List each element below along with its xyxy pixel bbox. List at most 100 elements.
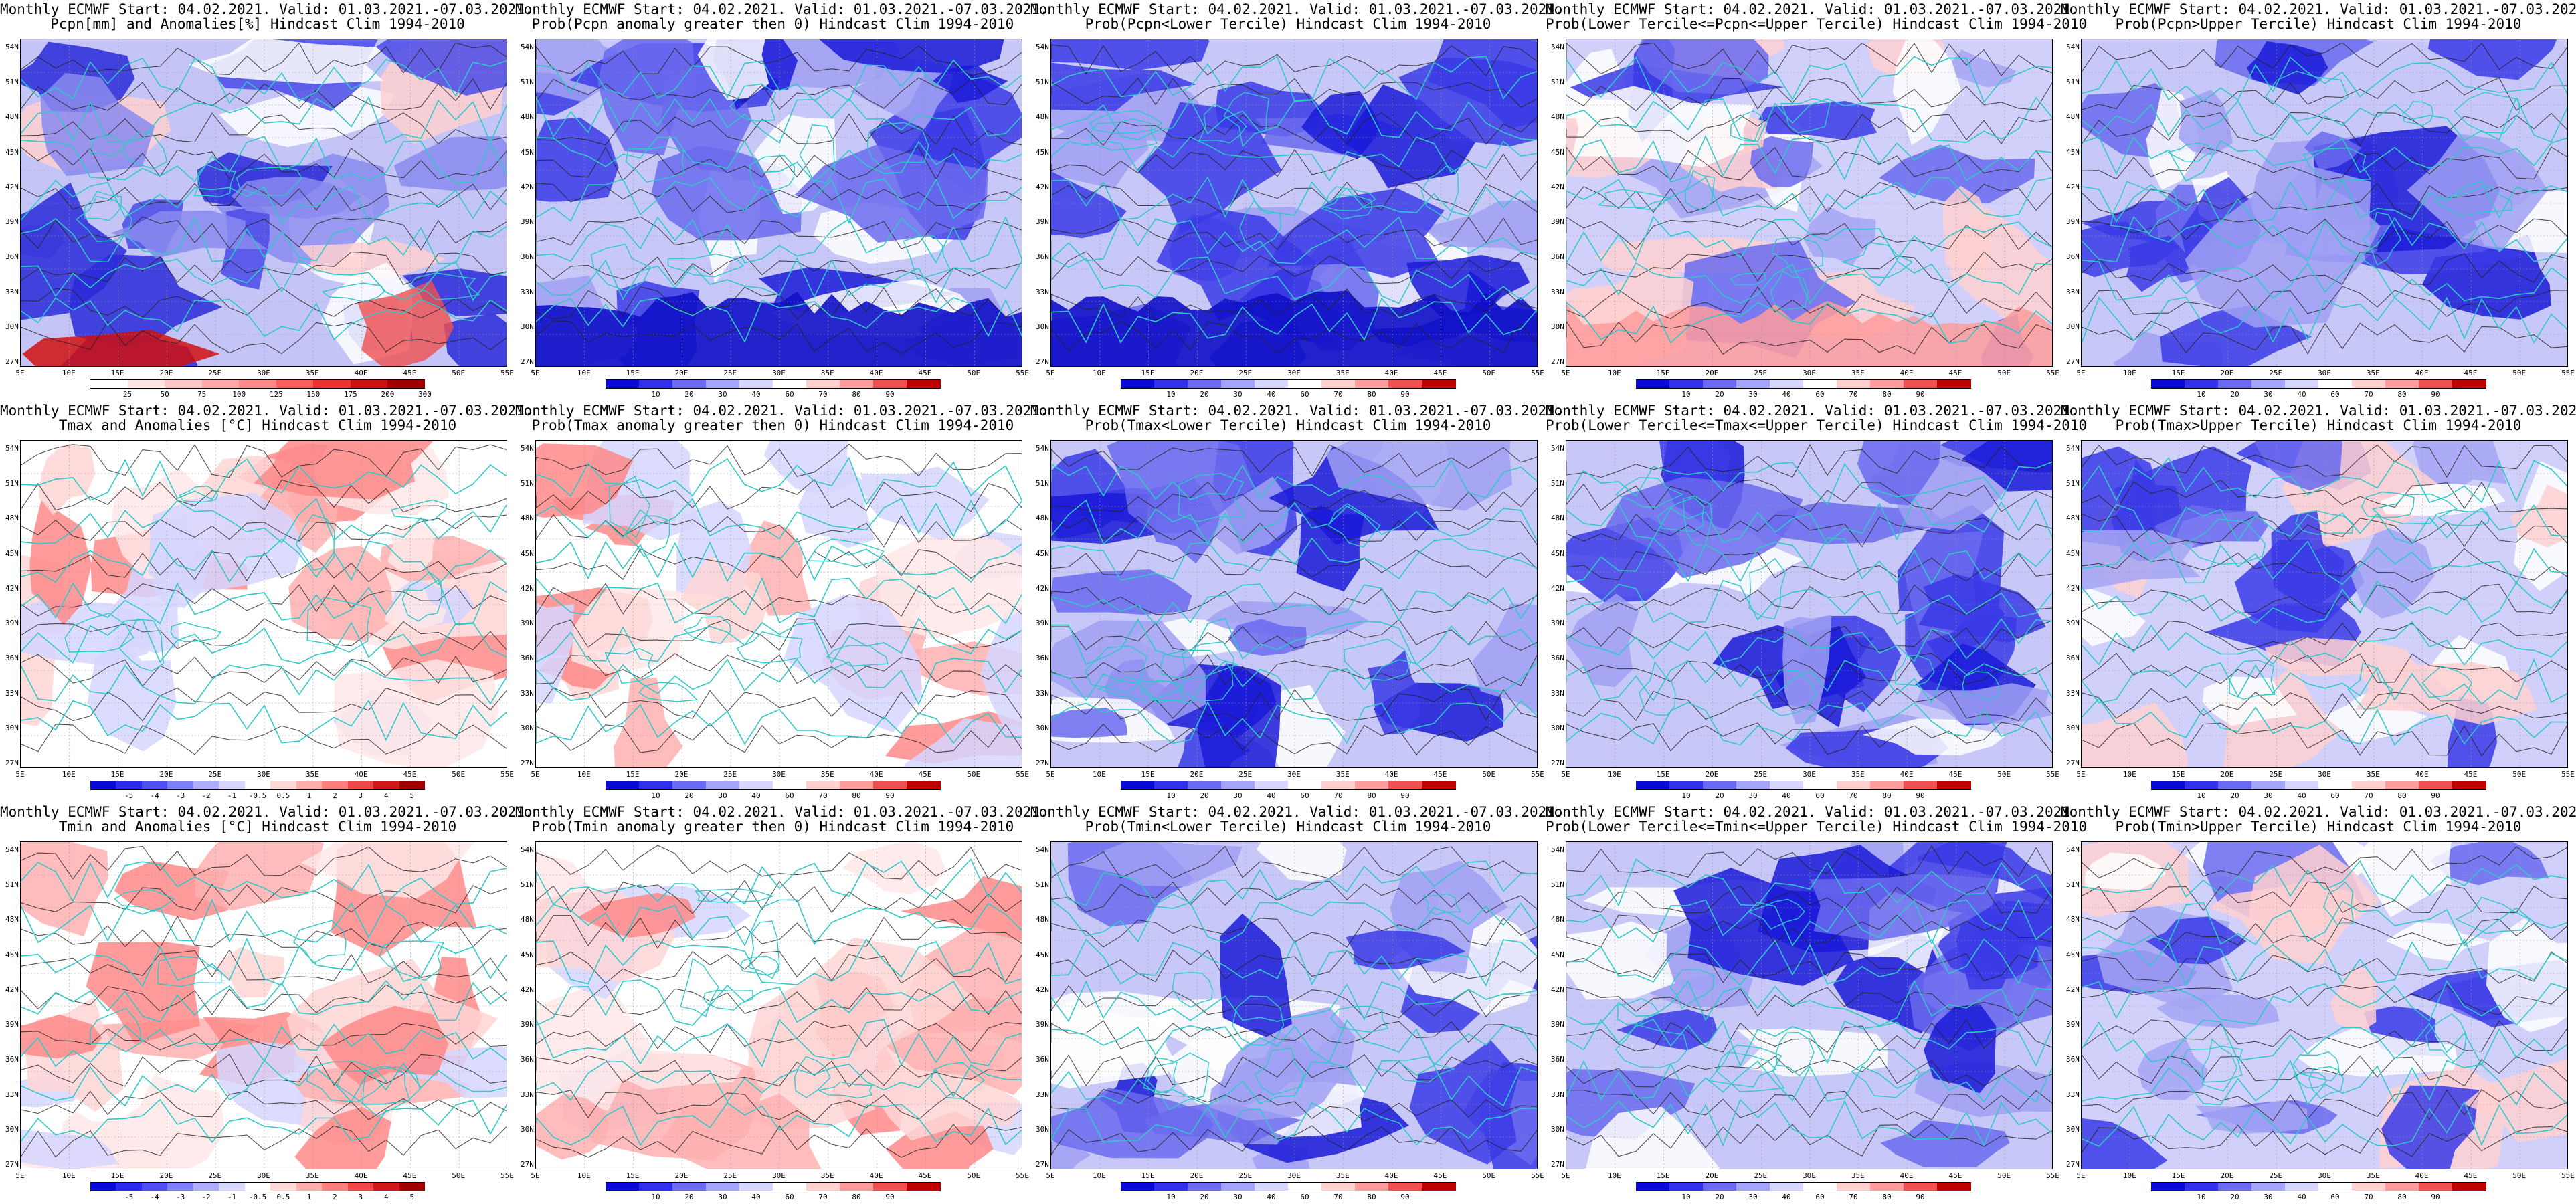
colorbar-label: 10 — [2197, 390, 2206, 399]
longitude-label: 15E — [1141, 770, 1155, 779]
longitude-label: 50E — [452, 1171, 466, 1180]
latitude-label: 48N — [2066, 514, 2080, 523]
colorbar — [1636, 379, 1971, 389]
colorbar-label: 20 — [1715, 791, 1724, 800]
colorbar-label: 5 — [409, 1193, 415, 1201]
longitude-label: 25E — [723, 1171, 737, 1180]
latitude-label: 30N — [521, 723, 534, 732]
panel-title-line2: Prob(Pcpn anomaly greater then 0) Hindca… — [531, 16, 1014, 32]
longitude-label: 40E — [1900, 770, 1914, 779]
panel-title-line1: Monthly ECMWF Start: 04.02.2021. Valid: … — [1546, 804, 2079, 820]
shaded-region — [2430, 842, 2549, 886]
shaded-region — [1782, 615, 1832, 725]
contour-line — [1566, 1090, 2052, 1120]
latitude-label: 48N — [5, 514, 19, 523]
panel-title-line1: Monthly ECMWF Start: 04.02.2021. Valid: … — [0, 1, 533, 17]
colorbar-segment — [773, 781, 807, 790]
contour-line — [1051, 444, 1537, 478]
longitude-label: 50E — [452, 770, 466, 779]
coastline — [1051, 459, 1537, 500]
latitude-label: 45N — [2066, 950, 2080, 959]
coastline — [638, 682, 699, 702]
shaded-region — [2463, 1058, 2567, 1142]
coastline — [2180, 1045, 2243, 1083]
colorbar-label: 60 — [2330, 1193, 2340, 1201]
shaded-region — [1267, 188, 1445, 278]
latitude-label: 51N — [5, 78, 19, 87]
contour-line — [1051, 654, 1537, 687]
latitude-label: 39N — [1551, 217, 1564, 227]
shaded-region — [904, 718, 1022, 767]
colorbar-segment — [296, 1182, 323, 1191]
colorbar-segment — [1770, 1182, 1804, 1191]
colorbar-label: 20 — [2230, 1193, 2239, 1201]
colorbar-label: 60 — [2330, 791, 2340, 800]
colorbar-segment — [1255, 1182, 1289, 1191]
colorbar-segment — [244, 781, 271, 790]
colorbar-segment — [2385, 781, 2419, 790]
longitude-label: 35E — [305, 1171, 319, 1180]
latitude-label: 39N — [1551, 1020, 1564, 1029]
colorbar-segment — [2419, 1182, 2453, 1191]
longitude-label: 35E — [1851, 1171, 1865, 1180]
contour-line — [21, 251, 507, 285]
longitude-label: 10E — [1092, 1171, 1106, 1180]
panel-title-line2: Tmax and Anomalies [°C] Hindcast Clim 19… — [58, 417, 457, 433]
colorbar-label: 90 — [1400, 390, 1410, 399]
contour-line — [536, 687, 1022, 720]
shaded-region — [2082, 1118, 2168, 1169]
colorbar-label: -2 — [201, 791, 211, 800]
longitude-label: 15E — [1656, 369, 1670, 377]
latitude-label: 30N — [5, 1124, 19, 1134]
contour-line — [1566, 181, 2052, 214]
longitude-label: 50E — [967, 770, 981, 779]
colorbar-segment — [773, 1182, 807, 1191]
colorbar-segment — [167, 781, 194, 790]
latitude-label: 51N — [1551, 479, 1564, 488]
coastline — [21, 498, 507, 544]
coastline — [590, 243, 651, 292]
shaded-region — [2264, 637, 2423, 676]
latitude-label: 51N — [2066, 479, 2080, 488]
contour-line — [1566, 217, 2052, 251]
colorbar-label: 10 — [651, 1193, 660, 1201]
coastline — [1776, 1031, 1815, 1076]
colorbar-segment — [1703, 781, 1737, 790]
colorbar-label: 30 — [1233, 791, 1243, 800]
contour-line — [1051, 217, 1537, 251]
coastline — [1051, 1102, 1537, 1146]
coastline — [2295, 510, 2354, 535]
latitude-label: 42N — [1551, 985, 1564, 994]
panel-title-line2: Prob(Tmax>Upper Tercile) Hindcast Clim 1… — [2115, 417, 2522, 433]
longitude-label: 45E — [1948, 770, 1962, 779]
contour-line — [1051, 148, 1537, 181]
shaded-region — [1136, 102, 1282, 233]
colorbar-segment — [1669, 781, 1704, 790]
latitude-label: 30N — [5, 322, 19, 331]
coastline — [2082, 457, 2567, 504]
latitude-label: 42N — [5, 985, 19, 994]
contour-line — [1051, 112, 1537, 146]
colorbar-label: 70 — [818, 791, 828, 800]
longitude-label: 45E — [918, 369, 932, 377]
coastline — [295, 514, 335, 571]
coastline — [2201, 1038, 2238, 1092]
longitude-label: 30E — [772, 1171, 786, 1180]
longitude-label: 55E — [1016, 1171, 1029, 1180]
shaded-region — [2385, 922, 2492, 961]
latitude-label: 48N — [1551, 514, 1564, 523]
contour-line — [2082, 845, 2567, 878]
contour-line — [1566, 722, 2052, 755]
colorbar-label: -3 — [175, 791, 185, 800]
colorbar-segment — [2452, 781, 2486, 790]
coastline — [21, 58, 507, 104]
colorbar-label: 90 — [885, 1193, 895, 1201]
contour-line — [1051, 917, 1537, 948]
latitude-label: 45N — [1551, 548, 1564, 558]
colorbar-label: -4 — [150, 1193, 159, 1201]
colorbar-label: 90 — [2431, 1193, 2440, 1201]
latitude-label: 48N — [521, 514, 534, 523]
coastline — [1178, 472, 1246, 522]
shaded-region — [1146, 478, 1220, 564]
longitude-label: 30E — [1287, 770, 1301, 779]
